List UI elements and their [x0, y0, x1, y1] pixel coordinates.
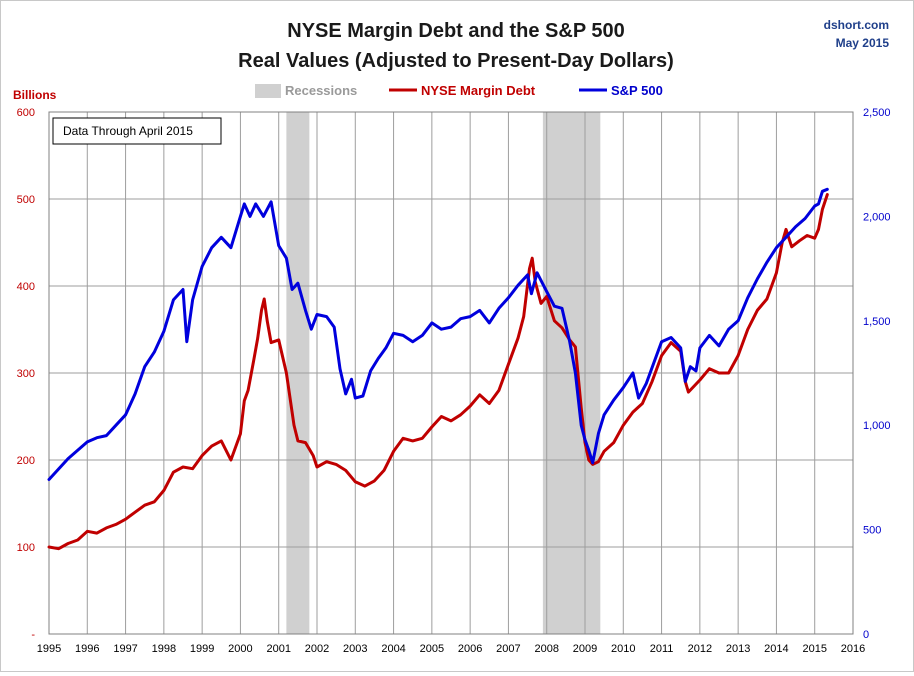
y-right-tick-label: 1,000: [863, 420, 891, 432]
legend-label-sp500: S&P 500: [611, 83, 663, 98]
y-left-tick-label: 200: [17, 455, 35, 467]
annotation-text: Data Through April 2015: [63, 124, 193, 138]
x-tick-label: 2009: [573, 643, 597, 655]
x-tick-label: 2003: [343, 643, 367, 655]
y-right-tick-label: 500: [863, 525, 881, 537]
x-tick-label: 2005: [420, 643, 444, 655]
x-tick-label: 1995: [37, 643, 61, 655]
x-tick-label: 2016: [841, 643, 865, 655]
annotation-frame: [52, 117, 222, 145]
x-tick-label: 2004: [381, 643, 405, 655]
plot-area: 600 500 400 300 200 100 - 2,500 2,000 1,500 1,000 5…: [17, 107, 891, 655]
x-tick-label: 1999: [190, 643, 214, 655]
chart-subtitle: Real Values (Adjusted to Present-Day Dol…: [238, 50, 674, 72]
y-left-tick-label: 500: [17, 194, 35, 206]
x-tick-label: 2000: [228, 643, 252, 655]
y-left-unit-label: Billions: [13, 88, 57, 102]
x-tick-label: 2001: [266, 643, 290, 655]
annotation-box: Data Through April 2015: [52, 117, 222, 145]
y-left-tick-label: -: [31, 629, 35, 641]
x-tick-label: 2013: [726, 643, 750, 655]
source-label: dshort.com: [824, 18, 889, 32]
y-right-tick-label: 2,000: [863, 211, 891, 223]
x-tick-label: 2011: [650, 643, 674, 655]
x-tick-label: 1997: [113, 643, 137, 655]
x-tick-label: 2012: [688, 643, 712, 655]
x-tick-label: 2015: [802, 643, 826, 655]
y-right-tick-label: 1,500: [863, 316, 891, 328]
x-tick-label: 1998: [152, 643, 176, 655]
plot-border: [48, 111, 854, 635]
x-tick-label: 2006: [458, 643, 482, 655]
x-tick-label: 2002: [305, 643, 329, 655]
y-left-tick-label: 100: [17, 542, 35, 554]
legend: Recessions NYSE Margin Debt S&P 500: [255, 83, 663, 98]
x-tick-label: 2010: [611, 643, 635, 655]
legend-swatch-recessions: [255, 84, 281, 98]
date-label: May 2015: [836, 36, 890, 50]
series-line-margin-debt: [47, 193, 829, 551]
legend-label-recessions: Recessions: [285, 83, 357, 98]
x-tick-label: 2007: [496, 643, 520, 655]
chart-title: NYSE Margin Debt and the S&P 500: [287, 20, 625, 42]
x-tick-label: 1996: [75, 643, 99, 655]
y-right-tick-label: 0: [863, 629, 869, 641]
y-left-tick-label: 400: [17, 281, 35, 293]
x-tick-label: 2008: [534, 643, 558, 655]
x-tick-label: 2014: [764, 643, 788, 655]
y-right-tick-label: 2,500: [863, 107, 891, 119]
y-left-tick-label: 600: [17, 107, 35, 119]
legend-label-margin-debt: NYSE Margin Debt: [421, 83, 536, 98]
series-line-sp500: [47, 187, 829, 481]
y-left-tick-label: 300: [17, 368, 35, 380]
